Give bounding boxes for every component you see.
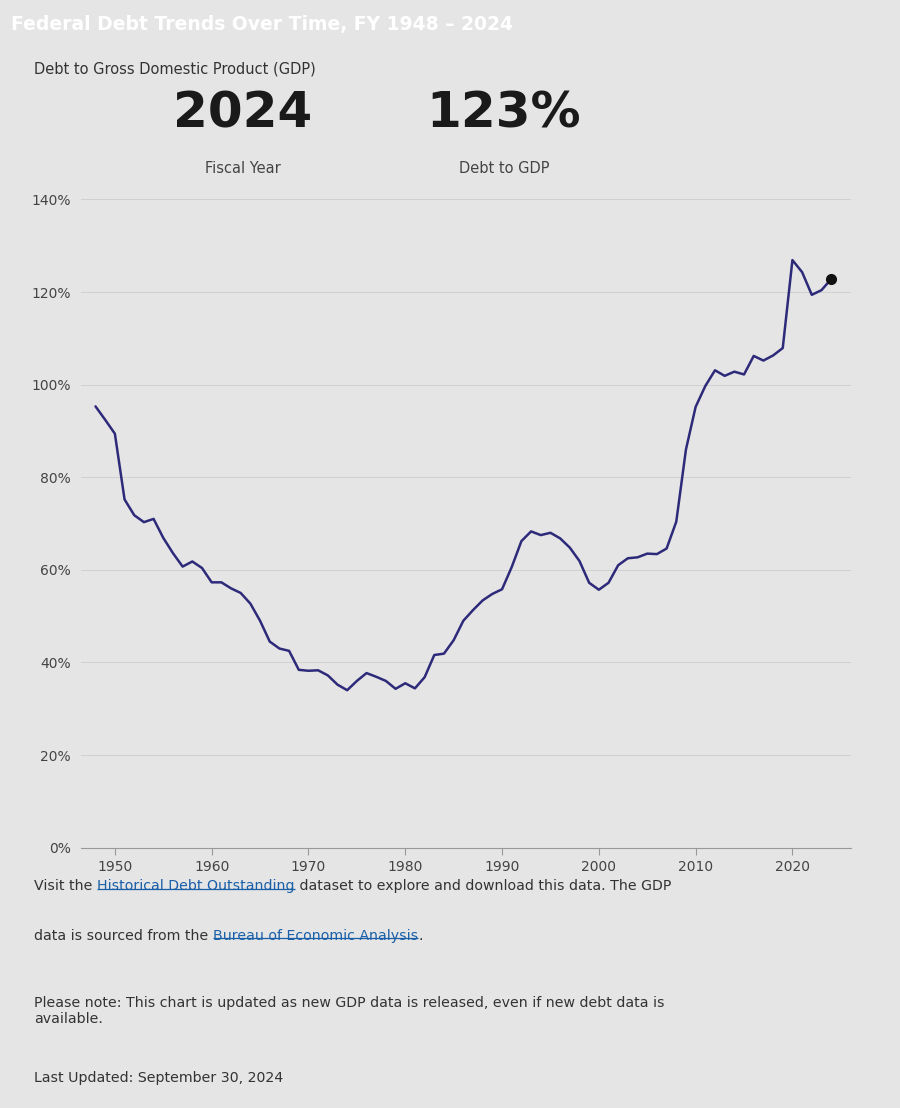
Text: Historical Debt Outstanding: Historical Debt Outstanding (97, 879, 294, 893)
Text: Fiscal Year: Fiscal Year (205, 161, 281, 176)
Text: data is sourced from the: data is sourced from the (34, 929, 213, 943)
Text: Please note: This chart is updated as new GDP data is released, even if new debt: Please note: This chart is updated as ne… (34, 996, 665, 1026)
Text: 2024: 2024 (174, 90, 312, 137)
Text: dataset to explore and download this data. The GDP: dataset to explore and download this dat… (294, 879, 671, 893)
Text: Last Updated: September 30, 2024: Last Updated: September 30, 2024 (34, 1070, 284, 1085)
Text: Federal Debt Trends Over Time, FY 1948 – 2024: Federal Debt Trends Over Time, FY 1948 –… (11, 14, 513, 34)
Text: Visit the: Visit the (34, 879, 97, 893)
Text: Bureau of Economic Analysis: Bureau of Economic Analysis (213, 929, 418, 943)
Text: 123%: 123% (427, 90, 581, 137)
Text: Debt to GDP: Debt to GDP (459, 161, 549, 176)
Text: .: . (418, 929, 423, 943)
Text: Debt to Gross Domestic Product (GDP): Debt to Gross Domestic Product (GDP) (34, 62, 316, 76)
